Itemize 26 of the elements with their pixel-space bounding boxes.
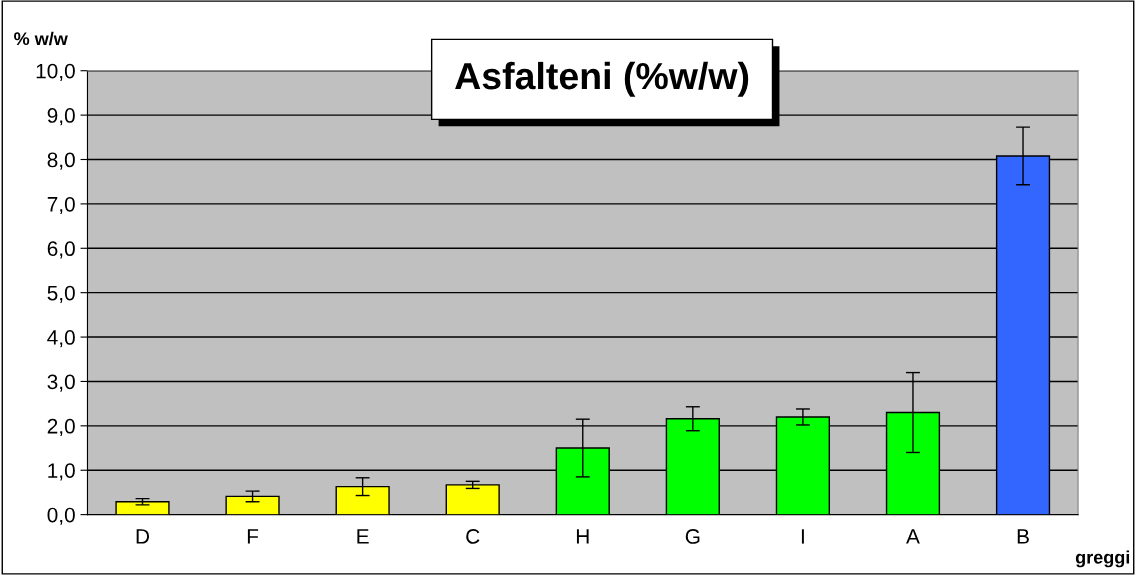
y-axis-title: % w/w — [14, 31, 68, 46]
x-tick-label: F — [247, 529, 259, 544]
y-tick-label: 1,0 — [48, 463, 75, 481]
y-tick-label: 2,0 — [47, 418, 75, 437]
y-tick-label: 6,0 — [47, 241, 75, 259]
x-tick-label: E — [357, 529, 369, 544]
x-tick-label: B — [1017, 529, 1029, 544]
x-tick-label: I — [801, 529, 804, 544]
y-tick-label: 0,0 — [47, 507, 75, 525]
y-tick-label: 8,0 — [47, 152, 75, 170]
chart-title: Asfalteni (%w/w) — [455, 61, 749, 97]
y-tick-label: 7,0 — [47, 196, 75, 215]
bar — [225, 495, 280, 515]
y-tick-label: 3,0 — [47, 374, 75, 392]
x-tick-label: D — [136, 529, 150, 544]
x-tick-label: G — [685, 529, 700, 544]
x-tick-label: A — [906, 529, 920, 544]
y-tick-label: 5,0 — [47, 285, 75, 303]
y-tick-label: 10,0 — [36, 63, 75, 81]
y-tick-label: 4,0 — [47, 330, 75, 348]
y-tick-label: 9,0 — [47, 108, 75, 126]
bar — [115, 501, 170, 515]
bar — [445, 484, 500, 515]
x-axis-title: greggi — [1075, 550, 1130, 568]
x-tick-label: H — [576, 529, 589, 544]
x-tick-label: C — [466, 529, 480, 544]
